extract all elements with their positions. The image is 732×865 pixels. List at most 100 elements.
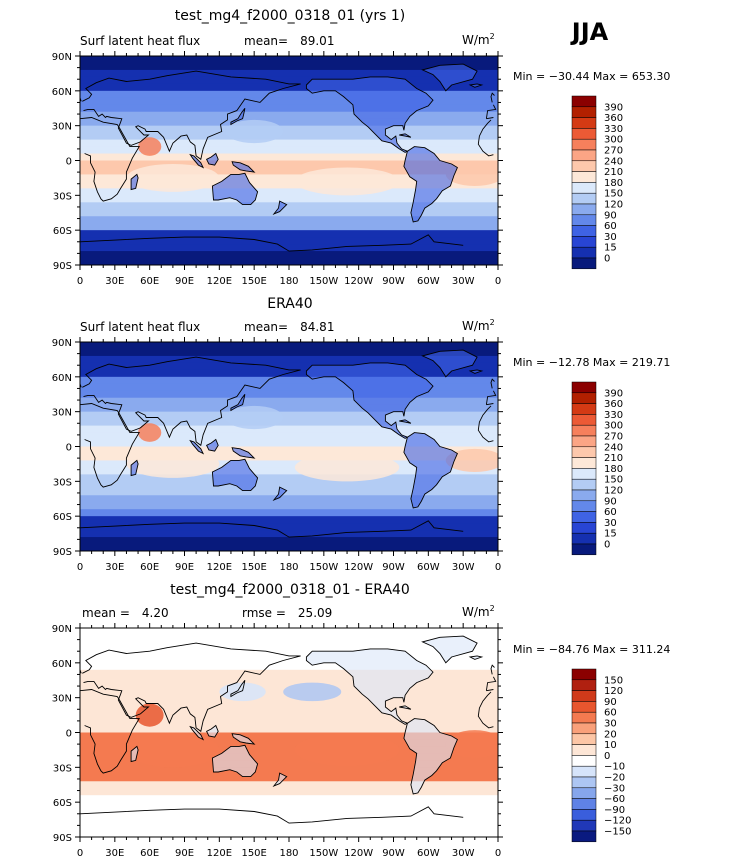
field-band — [80, 544, 498, 551]
field-band — [80, 118, 498, 127]
variable-label: Surf latent heat flux — [80, 34, 201, 48]
coastline-madagascar — [130, 459, 139, 477]
colorbar-label: 120 — [604, 200, 623, 211]
colorbar-label: −120 — [604, 816, 631, 827]
coastline-uk — [490, 664, 495, 675]
field-band — [80, 655, 498, 664]
mean-stat: mean= 89.01 — [244, 34, 334, 48]
field-band — [80, 732, 498, 740]
mean-stat-value: 4.20 — [141, 606, 169, 620]
field-band — [80, 634, 498, 643]
field-band — [80, 502, 498, 510]
units-text: W/m — [462, 33, 490, 47]
coastline-eurasia — [82, 356, 301, 447]
field-band — [80, 390, 498, 399]
lon-tick-label: 0 — [495, 848, 501, 859]
lon-tick-label: 90W — [382, 848, 405, 859]
lat-tick-label: 60S — [53, 798, 72, 809]
panel-title: test_mg4_f2000_0318_01 - ERA40 — [170, 582, 410, 598]
field-band — [80, 139, 498, 148]
coastline-samerica — [403, 432, 458, 509]
coastline-greenland — [421, 63, 478, 92]
colorbar-label: −90 — [604, 805, 625, 816]
colorbar-label: 120 — [604, 686, 623, 697]
field-band — [80, 467, 498, 475]
colorbar-label: 180 — [604, 464, 623, 475]
field-band — [80, 369, 498, 378]
field-band — [80, 537, 498, 545]
coastline-africa — [80, 403, 140, 488]
units-text: W/m — [462, 605, 490, 619]
mean-stat-label: mean= — [244, 320, 289, 334]
coastline-eurasia — [485, 676, 497, 691]
coastline-newzealand — [272, 486, 288, 501]
field-band — [80, 662, 498, 671]
lon-tick-label: 120W — [344, 562, 373, 573]
field-band — [80, 830, 498, 837]
mean-stat-label: mean = — [82, 606, 130, 620]
field-band — [80, 453, 498, 461]
colorbar-label: 390 — [604, 388, 623, 399]
colorbar-label: 30 — [604, 518, 617, 529]
coastline-africa — [80, 689, 140, 774]
lat-tick-label: 30N — [52, 122, 72, 133]
lat-tick-label: 60S — [53, 226, 72, 237]
field-band — [80, 251, 498, 259]
field-feature — [138, 137, 162, 156]
coastline-newguinea — [231, 733, 256, 745]
field-band — [80, 760, 498, 768]
colorbar-label: 390 — [604, 102, 623, 113]
mean-stat-label: mean= — [244, 34, 289, 48]
field-band — [80, 523, 498, 531]
mean-stat-value: 84.81 — [300, 320, 335, 334]
coastline-australia — [211, 172, 259, 206]
lon-tick-label: 150E — [241, 848, 266, 859]
coastline-japan — [230, 680, 246, 698]
coastline-newzealand — [272, 200, 288, 215]
coastline-eurasia — [486, 403, 494, 406]
lon-tick-label: 0 — [77, 848, 83, 859]
coastline-antarctica — [80, 520, 464, 538]
field-band — [80, 230, 498, 238]
coastline-newguinea — [231, 447, 256, 459]
lon-tick-label: 120W — [344, 276, 373, 287]
field-band — [80, 669, 498, 678]
coastline-newzealand — [272, 772, 288, 787]
field-band — [80, 195, 498, 203]
variable-label: Surf latent heat flux — [80, 320, 201, 334]
colorbar-swatch — [571, 765, 597, 778]
colorbar-label: 300 — [604, 421, 623, 432]
lon-tick-label: 60W — [417, 848, 440, 859]
colorbar-swatch — [571, 733, 597, 745]
colorbar-label: 90 — [604, 697, 617, 708]
field-band — [80, 69, 498, 78]
field-band — [80, 718, 498, 727]
lat-tick-label: 90N — [52, 624, 72, 635]
field-band — [80, 676, 498, 685]
field-band — [80, 258, 498, 265]
field-band — [80, 397, 498, 406]
field-band — [80, 795, 498, 803]
lat-tick-label: 30N — [52, 408, 72, 419]
field-band — [80, 56, 498, 64]
coastline-sumatra — [189, 153, 205, 169]
colorbar-label: 150 — [604, 189, 623, 200]
coastline-japan — [230, 108, 246, 126]
coastline-cuba — [399, 419, 412, 424]
lon-tick-label: 180 — [279, 562, 298, 573]
colorbar-label: 270 — [604, 146, 623, 157]
field-band — [80, 355, 498, 364]
field-band — [80, 753, 498, 761]
coastline-namerica — [305, 362, 434, 439]
field-feature — [445, 162, 498, 187]
field-feature — [283, 682, 342, 702]
field-feature — [135, 703, 164, 727]
field-feature — [445, 448, 498, 473]
lon-tick-label: 60W — [417, 276, 440, 287]
field-feature — [294, 167, 400, 196]
field-band — [80, 711, 498, 720]
lon-tick-label: 30E — [105, 562, 124, 573]
units-label: W/m2 — [462, 318, 495, 333]
lon-tick-label: 30W — [452, 276, 475, 287]
colorbar-swatch — [571, 543, 597, 556]
